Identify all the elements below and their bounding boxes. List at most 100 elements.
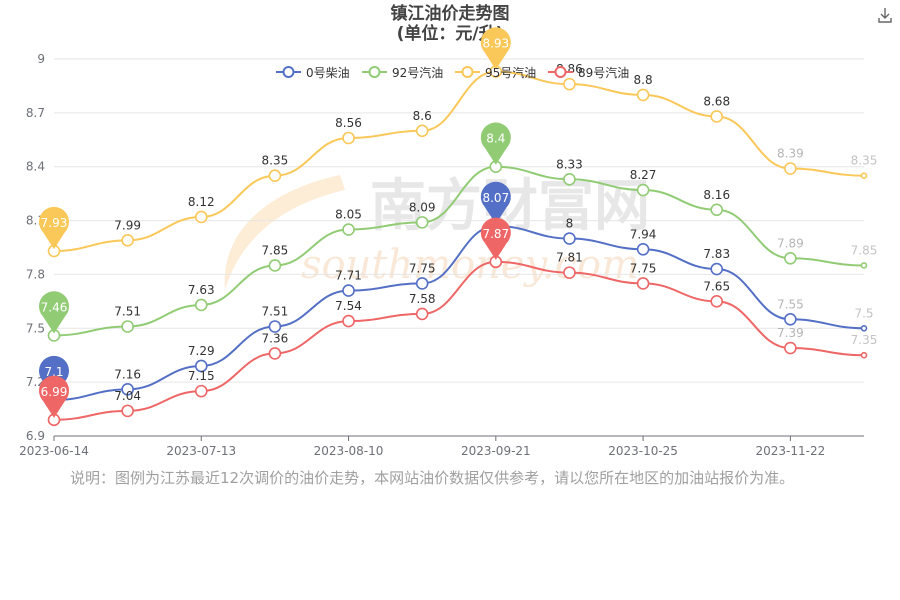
x-tick-label: 2023-06-14 [19,444,89,458]
data-point [194,359,208,373]
legend-item[interactable]: 0号柴油 [276,62,350,82]
data-point [860,172,868,179]
data-label: 7.71 [335,269,362,283]
data-point [784,313,797,326]
x-tick-label: 2023-10-25 [608,444,678,458]
chart-title: 镇江油价走势图 [390,4,510,24]
markpoint-pin [39,206,69,250]
markpoint-label: 8.4 [486,132,505,146]
data-label: 7.81 [556,251,583,265]
y-tick-label: 8.7 [26,106,45,120]
data-label: 8 [566,217,574,231]
axes: 2023-06-14 2023-07-13 2023-08-10 2023-09-21… [19,435,864,458]
data-label: 8.33 [556,157,583,171]
download-icon[interactable] [876,6,894,24]
data-label: 7.16 [114,367,141,381]
data-point [268,320,282,333]
data-point [636,242,650,256]
x-tick-label: 2023-11-22 [755,444,825,458]
data-label: 7.83 [703,247,730,261]
data-point [121,320,134,333]
data-label: 8.35 [851,154,878,168]
data-label: 8.68 [703,94,730,108]
legend-item[interactable]: 89号汽油 [548,62,629,82]
data-point [268,259,282,272]
markpoint-label: 7.87 [482,227,509,241]
data-point [784,251,797,265]
data-label: 8.35 [262,154,289,168]
data-label: 7.85 [851,243,878,257]
watermark-en: southmoney.com [301,242,639,288]
data-point [710,262,724,276]
data-label: 7.94 [630,227,657,241]
data-label: 8.05 [335,208,362,222]
data-label: 7.89 [777,236,804,250]
markpoint-label: 6.99 [41,385,68,399]
legend-line-icon [276,66,301,78]
chart-subtitle: (单位：元/升) [396,24,504,44]
data-point [784,162,797,175]
chart-title-block: 镇江油价走势图 (单位：元/升) [0,4,900,44]
data-point [636,183,650,197]
data-label: 7.54 [335,299,362,313]
data-point [194,298,208,312]
legend-label: 92号汽油 [392,65,444,80]
data-label: 8.27 [630,168,657,182]
legend-line-icon [455,66,480,78]
data-point [563,266,576,279]
y-tick-label: 7.5 [26,321,45,335]
x-tick-label: 2023-07-13 [166,444,236,458]
data-point [710,110,724,123]
data-label: 7.39 [777,326,804,340]
data-label: 7.75 [630,261,657,275]
data-label: 7.75 [409,261,436,275]
data-label: 8.12 [188,195,215,209]
chart-note: 说明：图例为江苏最近12次调价的油价走势，本网站油价数据仅供参考，请以您所在地区… [70,469,795,487]
legend-line-icon [362,66,387,78]
y-tick-label: 6.9 [26,429,45,443]
data-point [194,210,208,224]
markpoint-pin [39,375,69,418]
data-label: 7.63 [188,283,215,297]
y-tick-label: 7.8 [26,267,45,281]
markpoint-pin [480,181,511,224]
legend-label: 0号柴油 [306,65,350,80]
data-point [121,404,134,418]
legend-line-icon [548,66,573,78]
series-layer [47,65,868,427]
data-point [784,341,797,355]
data-label: 7.99 [114,218,141,232]
data-label: 7.04 [114,389,141,403]
y-tick-label: 8.4 [26,160,45,174]
data-point [342,284,355,297]
markpoints: 8.07 7.1 8.4 7.46 8.93 7.93 7.87 6.99 [39,27,511,418]
data-point [710,295,724,308]
legend-item[interactable]: 95号汽油 [455,62,536,82]
data-label: 7.5 [854,306,873,320]
data-point [860,324,868,332]
data-label: 7.51 [114,304,141,318]
data-label: 7.51 [262,304,289,318]
data-label: 8.39 [777,147,804,161]
legend-item[interactable]: 92号汽油 [362,62,443,82]
data-point [636,277,650,290]
data-point [860,262,868,269]
data-label: 8.56 [335,116,362,130]
data-point [860,351,868,359]
data-point [342,314,355,328]
y-tick-label: 9 [37,52,45,66]
chart-legend: 0号柴油 92号汽油 95号汽油 89号汽油 [0,62,900,82]
markpoint-label: 7.1 [44,365,63,379]
watermark-swoosh [224,175,345,290]
markpoint-pin [480,27,511,70]
data-point [636,88,650,102]
data-point [415,277,429,290]
data-label: 7.58 [409,292,436,306]
markpoint-label: 7.93 [41,216,68,230]
markpoint-pin [39,291,69,334]
data-label: 7.35 [851,333,878,347]
data-point [268,169,282,182]
data-point [194,384,208,398]
